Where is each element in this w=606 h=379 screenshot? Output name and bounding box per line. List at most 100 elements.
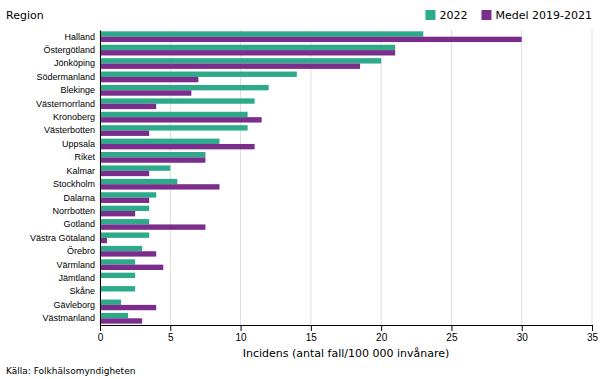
axis-line [101, 326, 593, 332]
bar [100, 206, 149, 211]
bar [100, 117, 262, 122]
tick: Norrbotten [52, 206, 100, 216]
bar [100, 72, 297, 77]
tick: Riket [74, 152, 100, 162]
tick-label: Norrbotten [52, 206, 95, 216]
bar [100, 286, 135, 291]
series [100, 31, 423, 318]
tick: 20 [376, 325, 388, 343]
bar [100, 104, 156, 109]
tick-label: Gotland [63, 219, 95, 229]
tick: Dalarna [63, 192, 100, 202]
bar [100, 45, 395, 50]
tick-label: Skåne [69, 286, 95, 296]
bar [100, 192, 156, 197]
tick-label: Östergötland [43, 45, 95, 55]
tick: 5 [168, 325, 174, 343]
bar [100, 313, 128, 318]
tick-label: 10 [236, 332, 248, 343]
bar [100, 238, 107, 243]
tick-label: Kronoberg [53, 112, 95, 122]
tick: Skåne [69, 286, 100, 296]
tick-label: Riket [74, 152, 95, 162]
x-axis-title: Incidens (antal fall/100 000 invånare) [243, 347, 450, 360]
tick-label: 30 [517, 332, 529, 343]
bar [100, 184, 219, 189]
tick: Västernorrland [36, 99, 100, 109]
bar [100, 90, 191, 95]
tick: 15 [306, 325, 318, 343]
tick-label: Halland [64, 32, 95, 42]
tick-label: Kalmar [66, 166, 95, 176]
bar [100, 224, 205, 229]
tick: Örebro [67, 246, 100, 256]
bar [100, 211, 135, 216]
annotation: Källa: Folkhälsomyndigheten [6, 366, 135, 376]
grid-line [521, 30, 522, 325]
legend-item: 2022 [425, 9, 467, 22]
bar [100, 152, 205, 157]
bar [100, 219, 149, 224]
tick: Jämtland [58, 273, 100, 283]
bar [100, 98, 255, 103]
legend-label: 2022 [439, 9, 467, 22]
tick: 30 [517, 325, 529, 343]
tick-label: 35 [587, 332, 599, 343]
bar [100, 131, 149, 136]
bar [100, 157, 205, 162]
grid-line [381, 30, 382, 325]
bar [100, 64, 360, 69]
bar [100, 85, 269, 90]
bar [100, 305, 156, 310]
bar [100, 318, 142, 323]
tick-label: Gävleborg [53, 300, 95, 310]
chart: 05101520253035HallandÖstergötlandJönköpi… [0, 0, 606, 379]
tick-label: Jämtland [58, 273, 95, 283]
grid-line [592, 30, 593, 325]
bar [100, 144, 255, 149]
bar [100, 37, 522, 42]
grid [100, 30, 592, 325]
tick-label: 0 [98, 332, 104, 343]
bar [100, 300, 121, 305]
tick-label: Västerbotten [44, 125, 95, 135]
bar [100, 232, 149, 237]
bar [100, 50, 395, 55]
tick-mark [381, 325, 382, 331]
bar [100, 198, 149, 203]
tick-mark [311, 325, 312, 331]
tick: 0 [98, 325, 104, 343]
bar [100, 58, 381, 63]
grid-line [100, 30, 101, 325]
tick-label: Jönköping [54, 58, 95, 68]
tick: Kronoberg [53, 112, 100, 122]
bar [100, 112, 248, 117]
tick: Blekinge [60, 85, 100, 95]
tick-mark [522, 325, 523, 331]
legend-swatch [481, 10, 491, 20]
tick-label: Uppsala [62, 139, 95, 149]
tick: Västra Götaland [30, 233, 100, 243]
legend-item: Medel 2019-2021 [481, 9, 592, 22]
bar [100, 273, 135, 278]
bar [100, 171, 149, 176]
y-axis-title: Region [6, 9, 44, 22]
tick-mark [451, 325, 452, 331]
tick: Kalmar [66, 166, 100, 176]
grid-line [451, 30, 452, 325]
tick: Jönköping [54, 58, 100, 68]
tick: Södermanland [36, 72, 100, 82]
tick-mark [241, 325, 242, 331]
tick-label: Örebro [67, 246, 95, 256]
tick: Värmland [56, 260, 100, 270]
y-axis: Halland Östergötland Jönköping Södermanland… [30, 31, 101, 326]
tick-label: Stockholm [53, 179, 95, 189]
tick: 35 [587, 325, 599, 343]
tick-label: 5 [168, 332, 174, 343]
bar [100, 179, 177, 184]
tick-label: Västernorrland [36, 99, 95, 109]
tick-label: Västra Götaland [30, 233, 95, 243]
tick-label: Värmland [56, 260, 95, 270]
x-axis: 05101520253035 [98, 325, 599, 343]
axis-line [100, 31, 101, 326]
